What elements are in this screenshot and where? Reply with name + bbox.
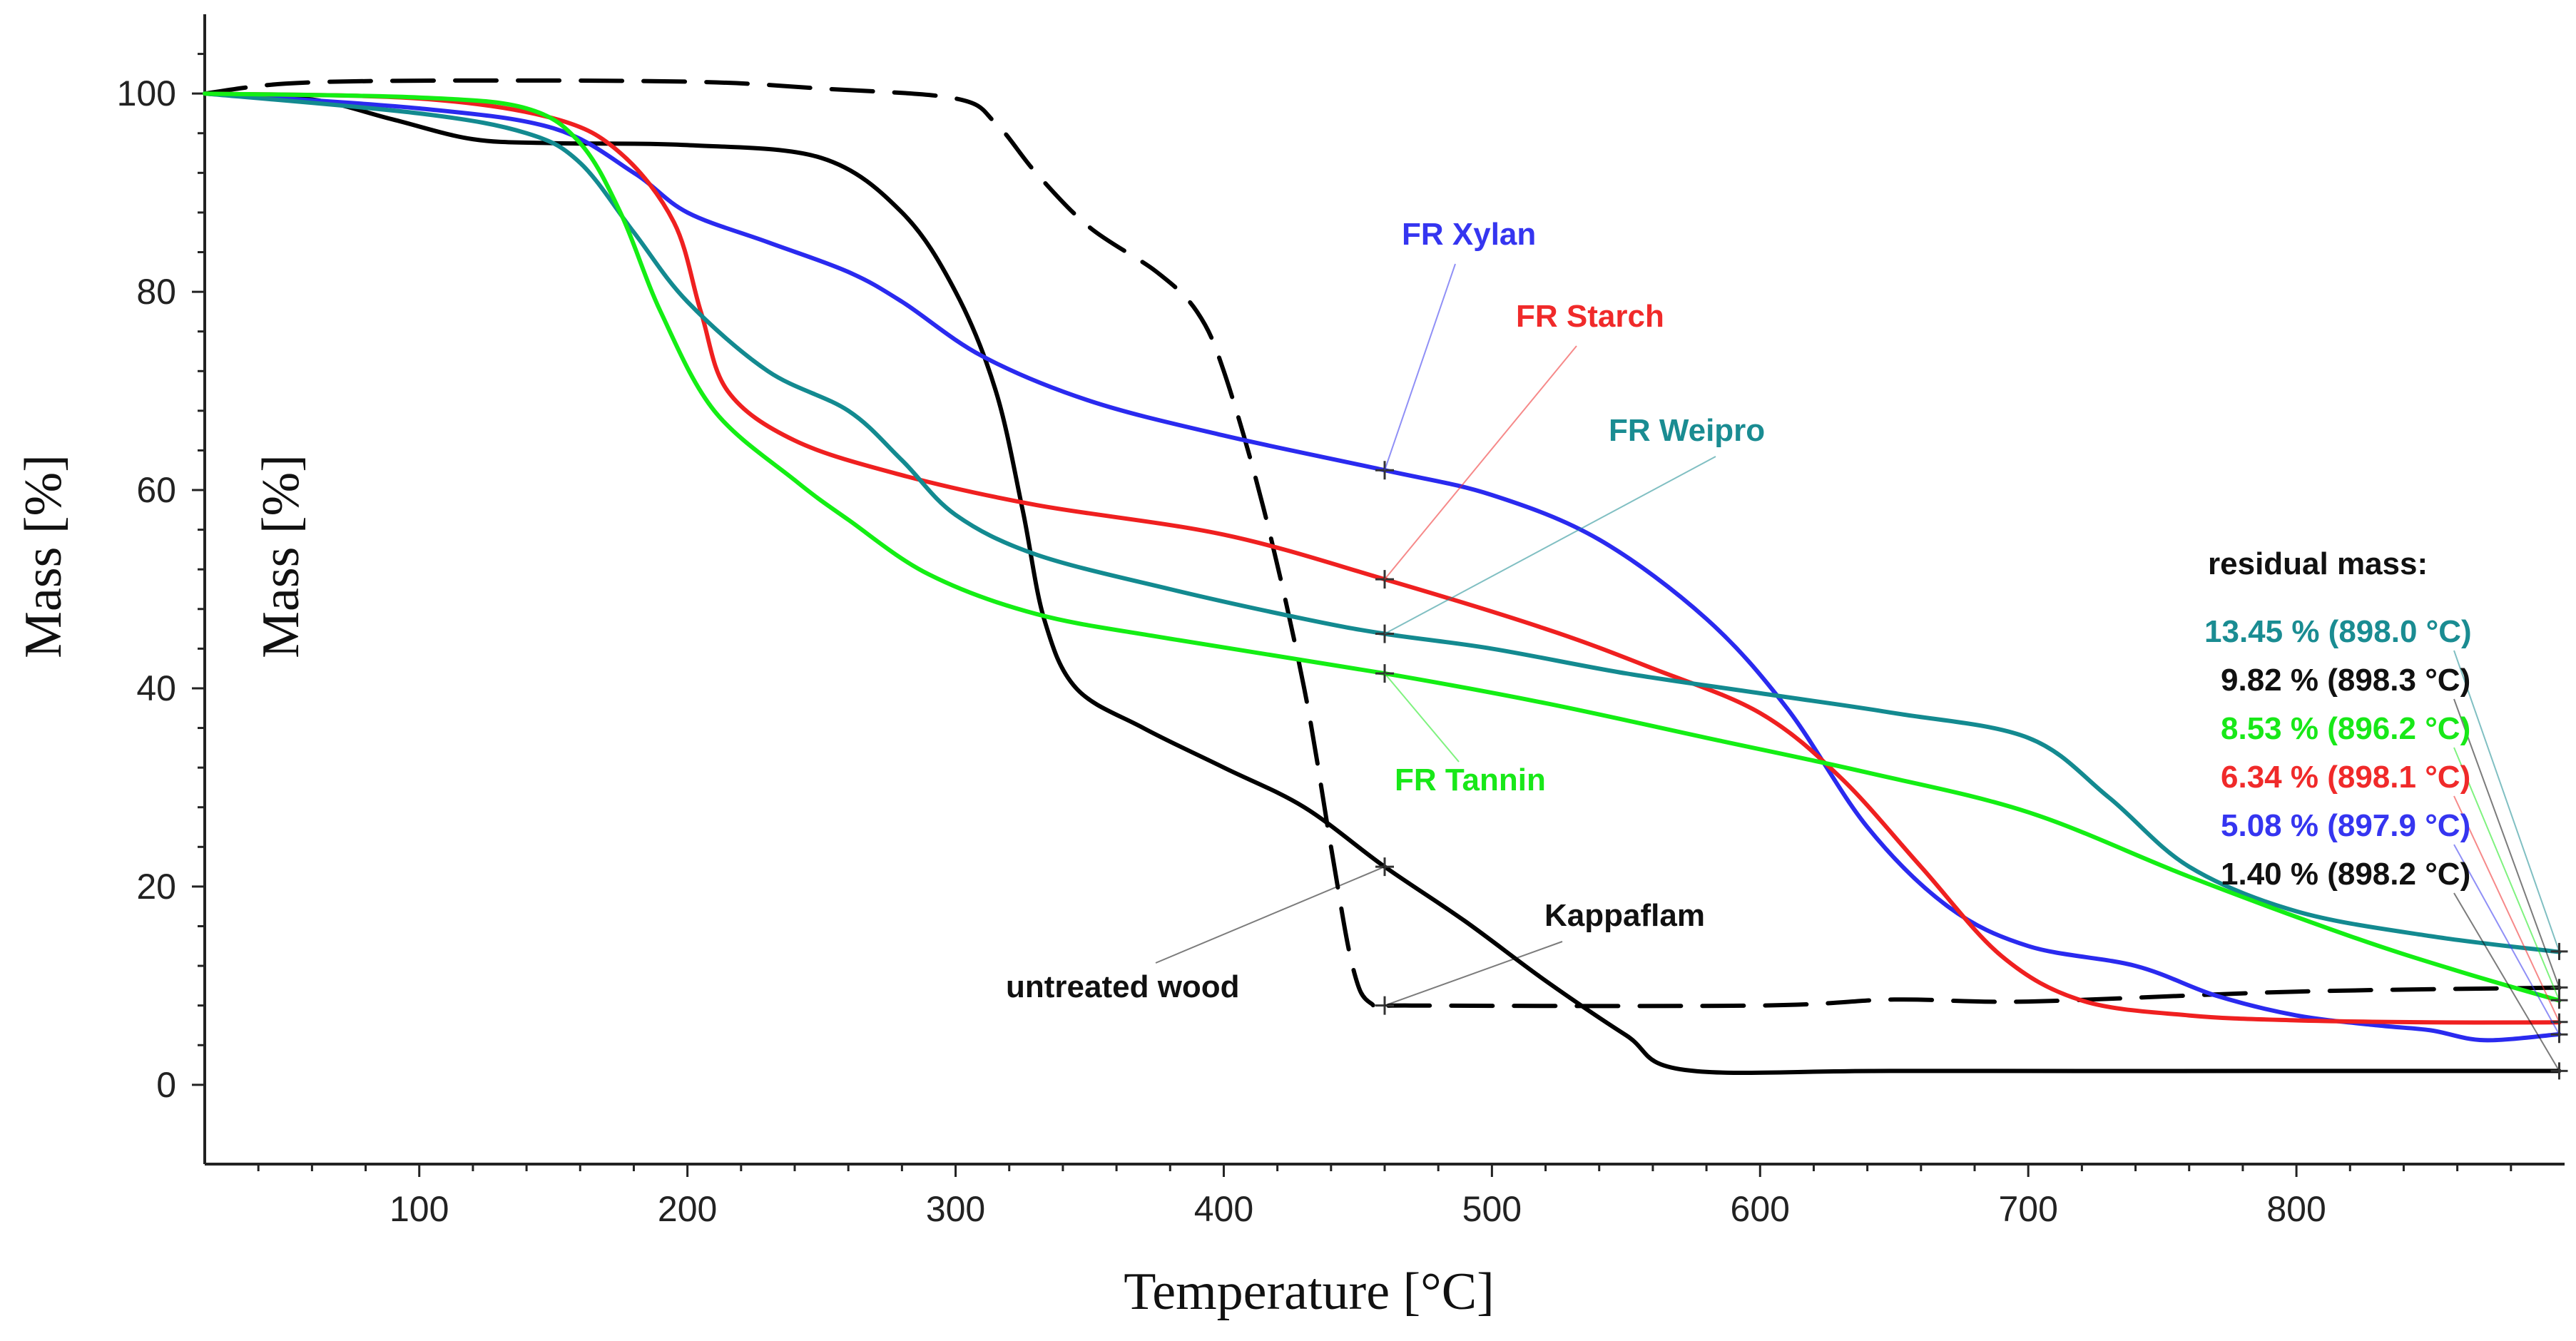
residual-entry-fr-weipro: 13.45 % (898.0 °C): [2204, 614, 2472, 649]
y-tick-label: 60: [136, 470, 176, 510]
residual-entry-fr-starch: 6.34 % (898.1 °C): [2221, 760, 2470, 795]
annotations-group: FR Xylan FR Starch FR Weipro FR Tannin Kappa…: [1006, 217, 1765, 1006]
y-tick-label: 20: [136, 867, 176, 907]
x-tick-label: 700: [1998, 1189, 2057, 1229]
series-line-untreated-wood: [203, 91, 2562, 1076]
markers-group: [1375, 461, 1394, 1015]
y-tick-label: 40: [136, 668, 176, 708]
series-group: [203, 78, 2562, 1076]
x-tick-label: 800: [2266, 1189, 2326, 1229]
leader-line-fr-weipro: [1384, 456, 1716, 635]
x-tick-label: 200: [658, 1189, 717, 1229]
residual-leader-fr-tannin: [2453, 747, 2560, 1001]
leader-line-fr-xylan: [1384, 263, 1456, 471]
residual-leader-kappaflam: [2453, 698, 2560, 988]
residual-leader-untreated-wood: [2453, 892, 2560, 1071]
x-tick-label: 300: [926, 1189, 985, 1229]
y-axis-title-inner: Mass [%]: [252, 454, 310, 658]
y-axis-title: Mass [%]: [14, 454, 73, 658]
axes-group: 100 200 300 400 500 600 700 800 0 20 40 60 80 100: [117, 14, 2565, 1229]
leader-line-fr-tannin: [1384, 673, 1460, 763]
y-tick-label: 0: [156, 1065, 176, 1105]
x-tick-label: 400: [1194, 1189, 1253, 1229]
series-line-kappaflam: [203, 78, 2562, 1009]
x-tick-label: 100: [390, 1189, 449, 1229]
x-tick-label: 500: [1462, 1189, 1522, 1229]
residual-entry-fr-xylan: 5.08 % (897.9 °C): [2221, 808, 2470, 843]
series-line-fr-xylan: [203, 91, 2562, 1043]
label-fr-starch: FR Starch: [1516, 299, 1664, 334]
residual-legend: residual mass: 13.45 % (898.0 °C) 9.82 % (…: [2204, 546, 2568, 1080]
series-line-fr-weipro: [203, 91, 2562, 954]
label-fr-tannin: FR Tannin: [1395, 763, 1546, 797]
y-tick-label: 80: [136, 272, 176, 312]
label-fr-weipro: FR Weipro: [1609, 413, 1765, 448]
residual-leader-fr-xylan: [2453, 844, 2560, 1035]
x-tick-label: 600: [1731, 1189, 1790, 1229]
label-kappaflam: Kappaflam: [1544, 898, 1705, 933]
leader-line-kappaflam: [1384, 941, 1563, 1006]
residual-leader-fr-starch: [2453, 795, 2560, 1023]
leader-line-fr-starch: [1384, 345, 1577, 580]
residual-entry-fr-tannin: 8.53 % (896.2 °C): [2221, 711, 2470, 746]
residual-leader-fr-weipro: [2453, 650, 2560, 952]
residual-entry-kappaflam: 9.82 % (898.3 °C): [2221, 663, 2470, 698]
label-untreated-wood: untreated wood: [1006, 969, 1240, 1004]
x-axis-title: Temperature [°C]: [1124, 1263, 1495, 1321]
y-tick-label: 100: [117, 73, 176, 113]
leader-line-untreated-wood: [1155, 866, 1385, 964]
residual-heading: residual mass:: [2208, 546, 2428, 581]
series-line-fr-tannin: [203, 91, 2562, 1003]
residual-entry-untreated-wood: 1.40 % (898.2 °C): [2221, 857, 2470, 892]
label-fr-xylan: FR Xylan: [1402, 217, 1536, 252]
